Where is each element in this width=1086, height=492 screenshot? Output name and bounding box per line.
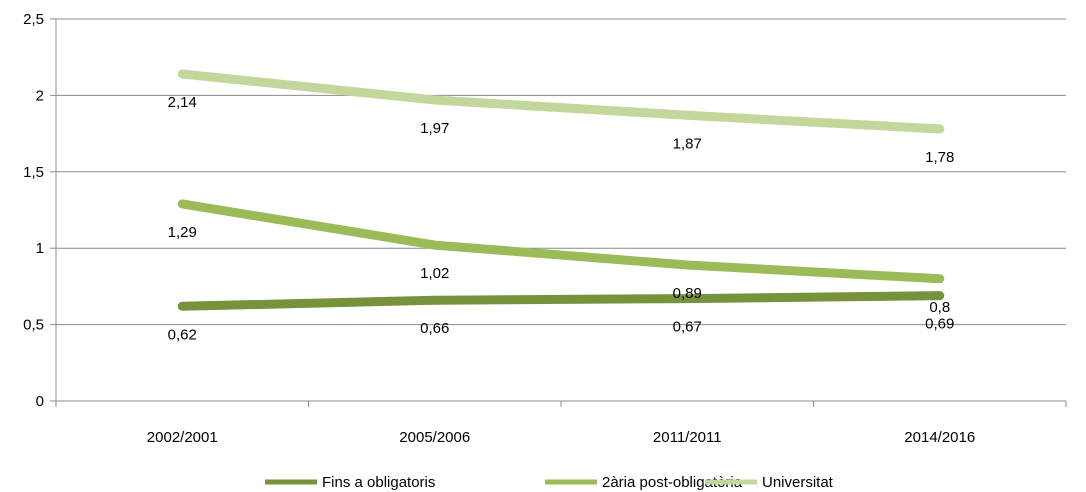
data-label: 2,14 [168, 94, 197, 111]
legend-label: Universitat [762, 474, 834, 491]
data-label: 0,66 [420, 320, 449, 337]
data-label: 1,02 [420, 265, 449, 282]
data-label: 0,67 [673, 319, 702, 336]
legend-label: Fins a obligatoris [322, 474, 435, 491]
data-label: 0,69 [925, 316, 954, 333]
x-tick-label: 2014/2016 [904, 429, 975, 446]
data-label: 1,29 [168, 224, 197, 241]
series-line-3 [177, 69, 945, 134]
data-label: 0,62 [168, 326, 197, 343]
data-label: 0,89 [673, 285, 702, 302]
y-tick-label: 1,5 [23, 164, 44, 181]
axes: 0 0,5 1 1,5 2 2,5 2002/2001 2005/2006 2011/2011 2… [23, 11, 1067, 446]
x-tick-label: 2005/2006 [399, 429, 470, 446]
legend-label: 2ària post-obligatòria [602, 474, 743, 491]
y-tick-label: 1 [36, 240, 44, 257]
legend: Fins a obligatoris 2ària post-obligatòria… [265, 474, 834, 491]
x-tick-label: 2002/2001 [147, 429, 218, 446]
series-lines [177, 69, 945, 311]
data-label: 0,8 [929, 299, 950, 316]
data-labels: 0,62 0,66 0,67 0,69 1,29 1,02 0,89 0,8 2,14 1,97 1… [168, 94, 955, 343]
series-line-1 [177, 291, 945, 311]
y-tick-label: 2,5 [23, 11, 44, 28]
series-line-2 [177, 199, 945, 284]
y-tick-label: 2 [36, 87, 44, 104]
y-tick-label: 0 [36, 393, 44, 410]
data-label: 1,78 [925, 149, 954, 166]
x-tick-label: 2011/2011 [653, 429, 722, 446]
gridlines [56, 18, 1066, 326]
data-label: 1,97 [420, 120, 449, 137]
y-tick-label: 0,5 [23, 317, 44, 334]
data-label: 1,87 [673, 135, 702, 152]
